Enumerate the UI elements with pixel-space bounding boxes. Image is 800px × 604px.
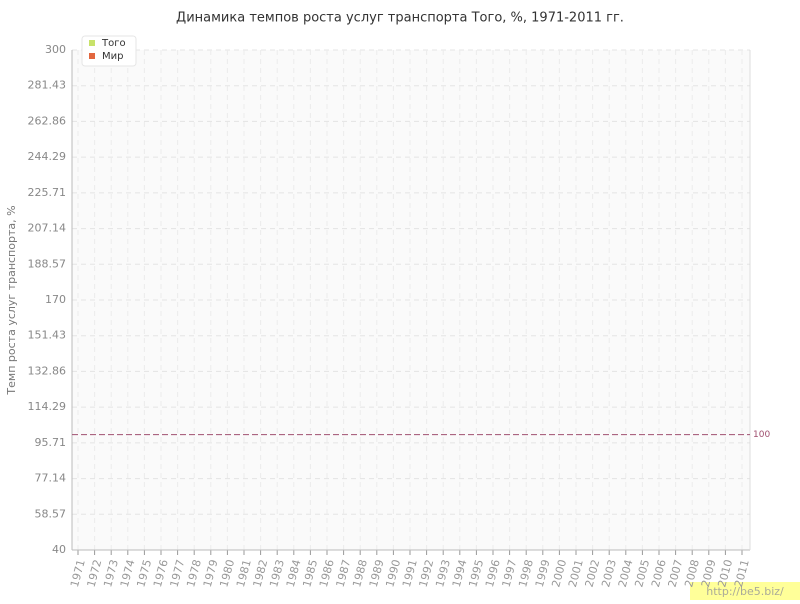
y-tick-label: 40 <box>52 543 66 556</box>
legend-box <box>81 35 137 67</box>
y-tick-label: 262.86 <box>28 114 67 127</box>
legend-marker <box>89 40 95 46</box>
y-tick-label: 151.43 <box>28 329 67 342</box>
legend-label: Того <box>101 38 126 49</box>
y-tick-label: 300 <box>45 43 66 56</box>
watermark: http://be5.biz/ <box>706 585 784 598</box>
y-tick-label: 95.71 <box>35 436 67 449</box>
legend-marker <box>89 53 95 59</box>
chart-title: Динамика темпов роста услуг транспорта Т… <box>176 11 624 26</box>
y-tick-label: 77.14 <box>35 472 67 485</box>
reference-label: 100 <box>753 430 770 440</box>
y-tick-label: 58.57 <box>35 507 67 520</box>
y-tick-label: 170 <box>45 293 66 306</box>
watermark-bg <box>690 582 800 600</box>
y-tick-label: 225.71 <box>28 186 67 199</box>
y-tick-label: 188.57 <box>28 257 67 270</box>
y-tick-label: 244.29 <box>28 150 67 163</box>
y-tick-label: 132.86 <box>28 364 67 377</box>
legend-label: Мир <box>102 51 123 62</box>
y-tick-label: 114.29 <box>28 400 67 413</box>
y-tick-label: 281.43 <box>28 79 67 92</box>
y-axis-label: Темп роста услуг транспорта, % <box>5 205 18 395</box>
y-tick-label: 207.14 <box>28 222 67 235</box>
